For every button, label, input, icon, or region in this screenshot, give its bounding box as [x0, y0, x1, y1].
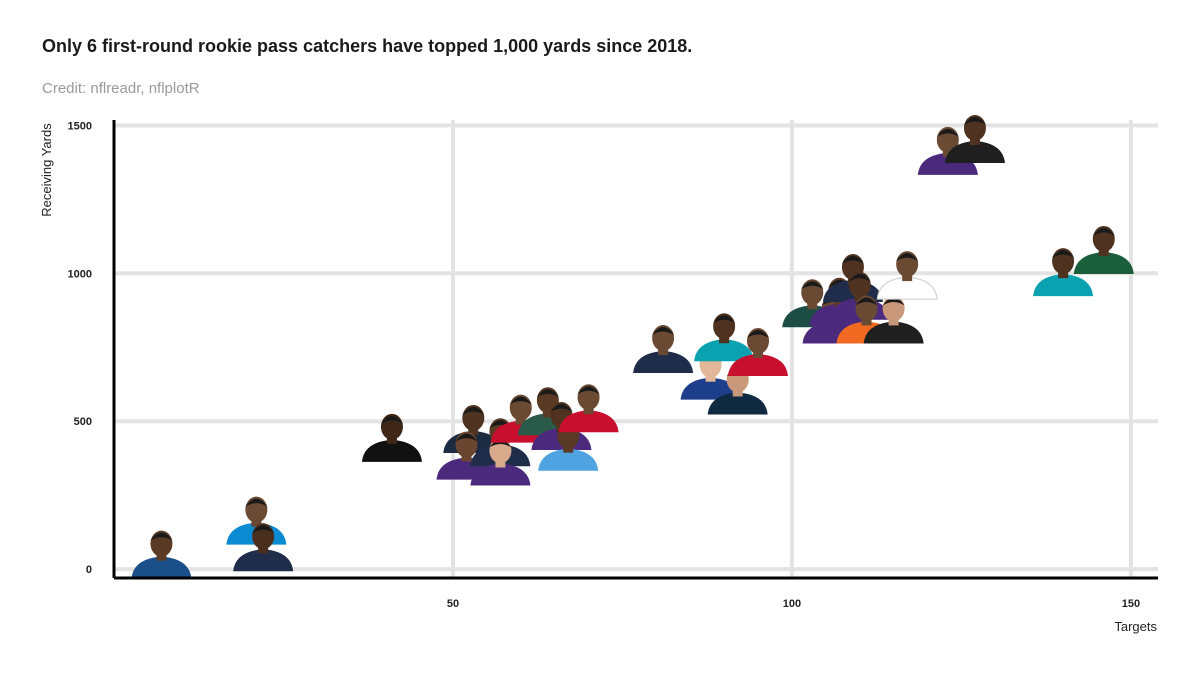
data-point — [633, 325, 693, 373]
x-tick-label: 50 — [447, 598, 459, 610]
y-tick-label: 1500 — [68, 120, 92, 132]
y-tick-label: 500 — [74, 416, 92, 428]
data-point — [1074, 226, 1134, 274]
data-points — [131, 115, 1133, 579]
y-tick-label: 1000 — [68, 268, 92, 280]
data-point — [131, 531, 191, 579]
y-tick-label: 0 — [86, 564, 92, 576]
x-tick-label: 100 — [783, 598, 801, 610]
data-point — [694, 313, 754, 361]
grid-lines — [114, 120, 1158, 578]
x-tick-label: 150 — [1122, 598, 1140, 610]
y-axis-label: Receiving Yards — [39, 123, 54, 217]
x-axis-label: Targets — [1114, 619, 1157, 634]
